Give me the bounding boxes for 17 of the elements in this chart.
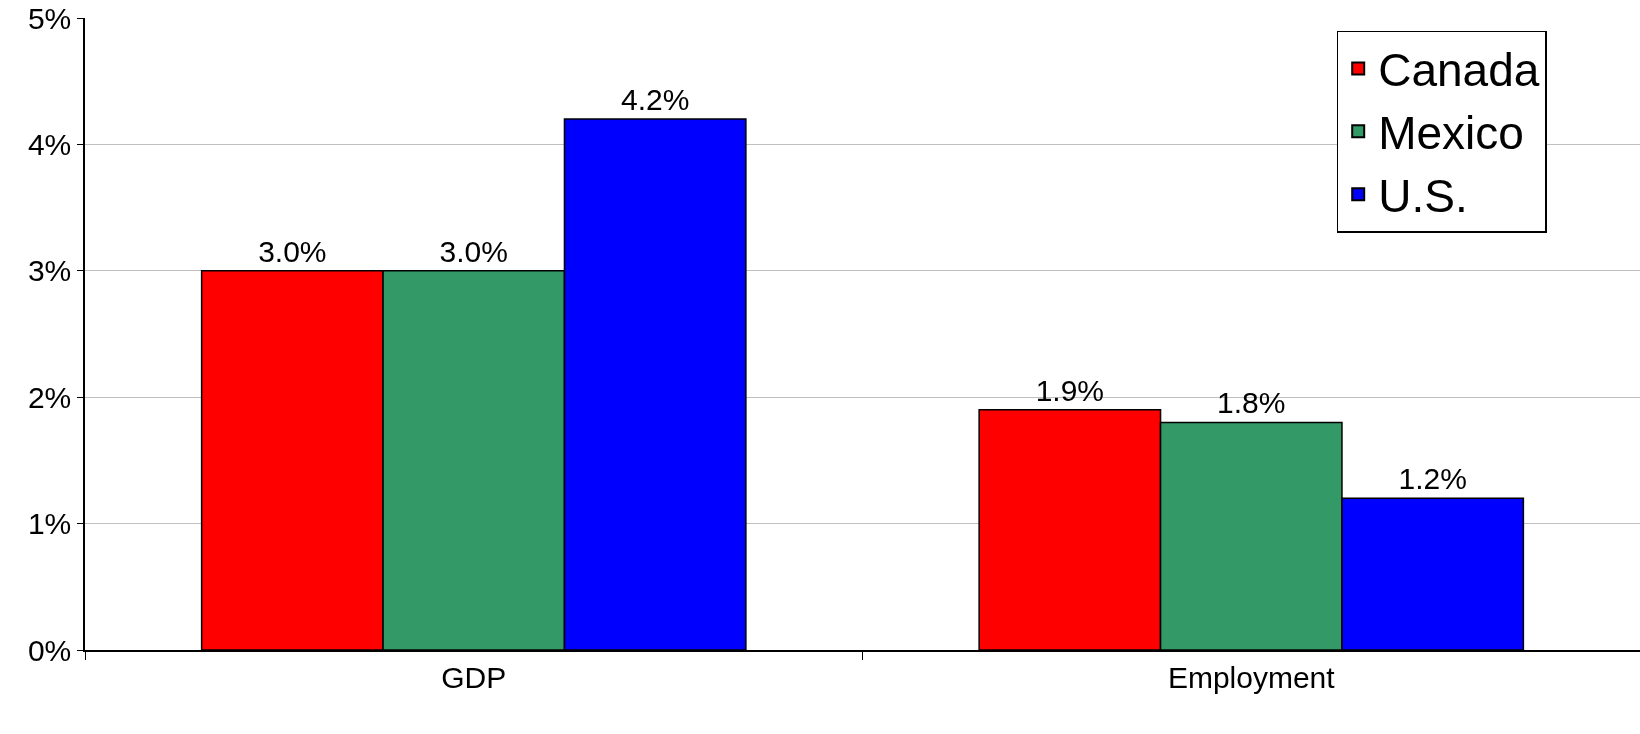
legend-label: Mexico — [1378, 107, 1524, 160]
y-tick-label: 3% — [27, 254, 72, 288]
legend-label: Canada — [1378, 44, 1540, 97]
data-label: 1.9% — [1035, 373, 1105, 407]
data-label: 1.2% — [1398, 462, 1467, 496]
y-tick-label: 5% — [27, 1, 72, 35]
y-tick-label: 4% — [27, 127, 72, 161]
y-tick-label: 1% — [27, 507, 72, 541]
x-tick-label: GDP — [441, 660, 507, 694]
y-tick-label: 0% — [27, 633, 72, 667]
data-label: 3.0% — [258, 234, 327, 268]
x-tick-label: Employment — [1167, 660, 1336, 694]
data-label: 4.2% — [620, 83, 690, 117]
data-label: 1.8% — [1217, 386, 1286, 420]
data-label: 3.0% — [439, 234, 508, 268]
y-tick-label: 2% — [27, 380, 72, 414]
legend-label: U.S. — [1378, 170, 1468, 223]
